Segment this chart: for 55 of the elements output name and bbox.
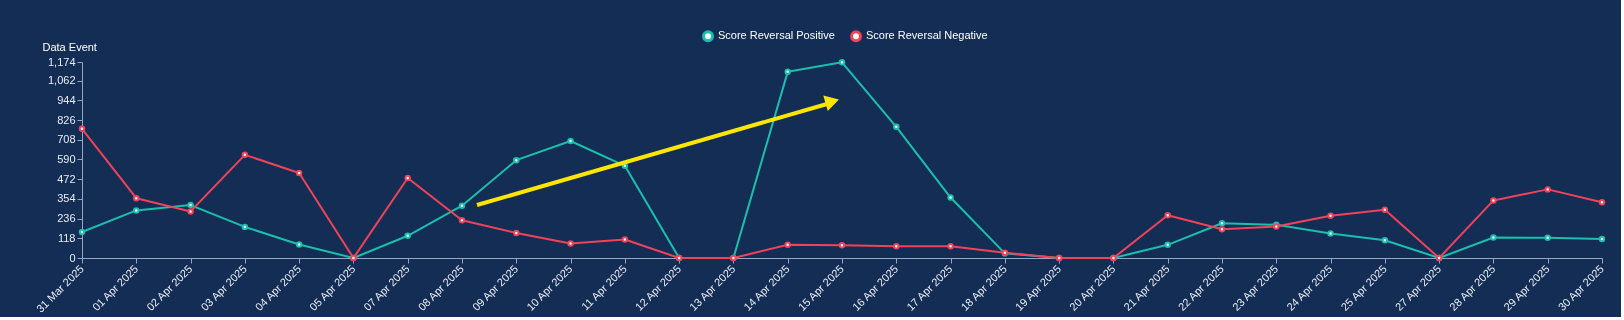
point <box>295 169 303 177</box>
legend-label: Score Reversal Positive <box>718 29 835 42</box>
point <box>567 137 574 145</box>
point <box>1164 241 1171 249</box>
point <box>187 201 194 209</box>
point <box>458 202 466 209</box>
point <box>241 223 249 231</box>
point <box>1490 197 1497 204</box>
point <box>567 240 574 247</box>
point <box>1218 226 1226 233</box>
point <box>621 236 629 243</box>
point <box>1381 237 1389 244</box>
point <box>458 217 466 224</box>
point <box>404 232 411 240</box>
point <box>78 228 86 236</box>
y-tick-label: 354 <box>57 192 76 205</box>
point <box>295 241 303 248</box>
point <box>947 242 954 250</box>
point <box>838 59 846 66</box>
point <box>1327 230 1334 237</box>
point <box>404 174 411 182</box>
y-tick-label: 1,062 <box>47 74 76 87</box>
point <box>947 194 954 201</box>
point <box>784 241 791 249</box>
point <box>133 207 140 214</box>
point <box>1164 212 1171 219</box>
point <box>1327 212 1334 219</box>
legend-label: Score Reversal Negative <box>866 29 988 42</box>
point <box>241 151 249 159</box>
point <box>1598 199 1606 206</box>
y-tick-label: 590 <box>57 153 76 165</box>
point <box>838 241 846 249</box>
y-tick-label: 472 <box>57 172 76 185</box>
y-tick-label: 708 <box>57 133 76 146</box>
y-tick-label: 0 <box>69 251 76 264</box>
point <box>893 242 900 250</box>
y-tick-label: 236 <box>57 212 76 225</box>
y-axis-title: Data Event <box>42 40 97 53</box>
point <box>1381 206 1389 213</box>
y-tick-label: 944 <box>57 93 76 106</box>
point <box>1218 220 1226 227</box>
point <box>78 125 86 133</box>
point <box>187 208 194 215</box>
point <box>1598 235 1606 243</box>
point <box>1490 234 1497 241</box>
point <box>133 195 140 202</box>
y-tick-label: 1,174 <box>47 55 76 68</box>
point <box>1544 186 1551 193</box>
point <box>893 123 900 131</box>
point <box>513 229 520 237</box>
y-tick-label: 826 <box>57 113 76 126</box>
point <box>513 156 520 164</box>
point <box>784 68 791 76</box>
point <box>1544 234 1551 242</box>
y-tick-label: 118 <box>57 231 76 244</box>
